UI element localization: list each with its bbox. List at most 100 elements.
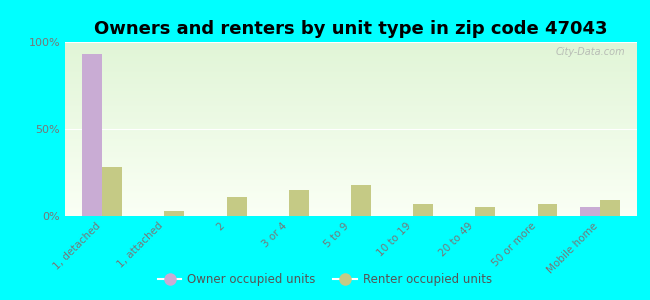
Bar <box>65 56 637 57</box>
Bar <box>65 94 637 95</box>
Bar <box>65 178 637 179</box>
Bar <box>65 152 637 153</box>
Bar <box>65 103 637 104</box>
Bar <box>65 164 637 165</box>
Bar <box>65 62 637 63</box>
Text: City-Data.com: City-Data.com <box>556 47 625 57</box>
Bar <box>65 187 637 188</box>
Bar <box>65 58 637 59</box>
Bar <box>65 85 637 86</box>
Bar <box>65 88 637 89</box>
Bar <box>65 46 637 47</box>
Bar <box>65 205 637 206</box>
Bar <box>65 80 637 81</box>
Bar <box>65 76 637 77</box>
Bar <box>65 174 637 175</box>
Bar <box>65 106 637 107</box>
Bar <box>65 120 637 121</box>
Bar <box>65 143 637 144</box>
Bar <box>65 118 637 119</box>
Bar <box>65 127 637 128</box>
Bar <box>65 101 637 102</box>
Bar <box>65 181 637 182</box>
Bar <box>65 153 637 154</box>
Bar <box>65 212 637 213</box>
Bar <box>65 97 637 98</box>
Bar <box>65 192 637 193</box>
Bar <box>65 182 637 183</box>
Bar <box>65 51 637 52</box>
Bar <box>65 99 637 100</box>
Bar <box>65 55 637 56</box>
Bar <box>65 141 637 142</box>
Bar <box>65 168 637 169</box>
Bar <box>65 108 637 109</box>
Bar <box>65 60 637 61</box>
Bar <box>65 172 637 173</box>
Bar <box>65 160 637 161</box>
Bar <box>65 100 637 101</box>
Bar <box>65 64 637 65</box>
Bar <box>65 211 637 212</box>
Bar <box>65 121 637 122</box>
Bar <box>65 91 637 92</box>
Bar <box>65 170 637 171</box>
Bar <box>65 68 637 69</box>
Bar <box>65 167 637 168</box>
Bar <box>65 117 637 118</box>
Bar <box>65 202 637 203</box>
Bar <box>65 210 637 211</box>
Bar <box>65 93 637 94</box>
Bar <box>65 200 637 201</box>
Bar <box>65 206 637 207</box>
Bar <box>65 85 637 86</box>
Bar <box>65 128 637 129</box>
Bar <box>65 186 637 187</box>
Bar <box>65 126 637 127</box>
Bar <box>65 82 637 83</box>
Bar <box>65 78 637 79</box>
Bar <box>65 90 637 91</box>
Bar <box>65 110 637 111</box>
Bar <box>580 207 600 216</box>
Bar <box>65 134 637 135</box>
Bar <box>65 116 637 117</box>
Bar <box>65 203 637 204</box>
Bar <box>65 104 637 105</box>
Bar <box>65 49 637 50</box>
Bar <box>65 189 637 190</box>
Bar <box>65 197 637 198</box>
Bar <box>65 105 637 106</box>
Bar <box>65 142 637 143</box>
Bar <box>351 185 371 216</box>
Bar <box>65 138 637 139</box>
Bar <box>65 208 637 209</box>
Bar <box>65 177 637 178</box>
Bar <box>65 132 637 133</box>
Bar <box>65 54 637 55</box>
Bar <box>65 190 637 191</box>
Bar <box>65 63 637 64</box>
Bar <box>65 74 637 75</box>
Bar <box>65 89 637 90</box>
Bar <box>600 200 619 216</box>
Title: Owners and renters by unit type in zip code 47043: Owners and renters by unit type in zip c… <box>94 20 608 38</box>
Bar <box>65 119 637 120</box>
Bar <box>65 59 637 60</box>
Bar <box>65 102 637 103</box>
Bar <box>65 163 637 164</box>
Bar <box>65 161 637 162</box>
Bar <box>65 196 637 197</box>
Bar <box>65 149 637 150</box>
Bar <box>65 124 637 125</box>
Bar <box>65 111 637 112</box>
Bar <box>65 180 637 181</box>
Bar <box>65 123 637 124</box>
Bar <box>65 125 637 126</box>
Bar <box>65 47 637 48</box>
Bar <box>65 147 637 148</box>
Bar <box>65 154 637 155</box>
Bar <box>538 204 558 216</box>
Bar <box>65 57 637 58</box>
Bar <box>65 77 637 78</box>
